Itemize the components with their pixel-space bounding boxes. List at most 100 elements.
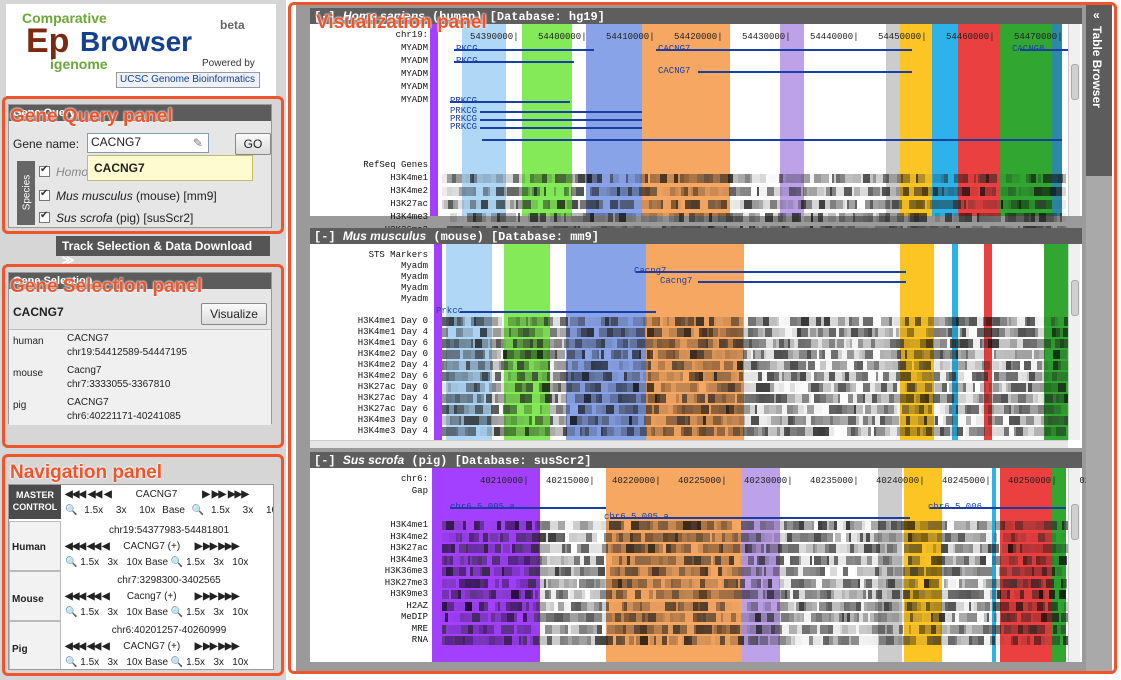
nav-master-zoom[interactable]: 🔍 1.5x 3x 10x Base 🔍 1.5x 3x 10x xyxy=(65,505,273,516)
gene-model[interactable] xyxy=(656,49,912,51)
mouse-panel-title[interactable]: [-] Mus musculus (mouse) [Database: mm9] xyxy=(310,228,1082,244)
ucsc-link[interactable]: UCSC Genome Bioinformatics xyxy=(116,72,260,88)
gene-label[interactable]: PKCG xyxy=(456,44,478,54)
signal-bin xyxy=(464,200,470,209)
signal-bin xyxy=(916,200,923,209)
signal-bin xyxy=(868,187,873,196)
signal-bin xyxy=(807,174,810,183)
human-panel-title[interactable]: [-] Homo sapiens (human) [Database: hg19… xyxy=(310,8,1082,24)
navigation-panel: MASTER CONTROL ◀◀◀ ◀◀ ◀ CACNG7 ▶ ▶▶ ▶▶▶ … xyxy=(8,484,274,670)
signal-bin xyxy=(645,317,647,326)
signal-bin xyxy=(1062,187,1066,196)
signal-bin xyxy=(902,317,905,326)
signal-bin xyxy=(674,213,679,222)
species-checkbox-mouse[interactable]: Mus musculus (mouse) [mm9] xyxy=(39,188,217,203)
nav-human-row[interactable]: ◀◀◀ ◀◀ ◀ CACNG7 (+) ▶ ▶▶ ▶▶▶ xyxy=(65,541,239,552)
nav-pig-loc: chr6:40201257-40260999 xyxy=(111,625,227,636)
signal-bin xyxy=(777,317,779,326)
signal-bin xyxy=(710,187,718,196)
signal-bin xyxy=(882,187,890,196)
signal-bin xyxy=(1038,200,1046,209)
signal-bin xyxy=(631,200,634,209)
human-scrollbar[interactable] xyxy=(1068,24,1080,216)
gs-gene-entry[interactable]: CACNG7 chr6:40221171-40241085 xyxy=(67,397,181,422)
gene-model[interactable] xyxy=(482,139,1062,141)
signal-bin xyxy=(590,213,594,222)
signal-bin xyxy=(654,328,662,337)
track-selection-download-button[interactable]: Track Selection & Data Download ≫ xyxy=(56,236,270,267)
signal-bin xyxy=(805,187,807,196)
signal-bin xyxy=(590,187,592,196)
autocomplete-suggestion[interactable]: CACNG7 xyxy=(87,155,253,181)
signal-bin xyxy=(864,328,868,337)
nav-human-zoom[interactable]: 🔍 1.5x 3x 10x Base 🔍 1.5x 3x 10x xyxy=(65,557,249,568)
gene-label[interactable]: PRKCG xyxy=(450,106,478,116)
signal-bin xyxy=(749,213,755,222)
signal-bin xyxy=(847,350,854,359)
gene-label[interactable]: PRKCG xyxy=(450,122,478,132)
gene-label[interactable]: PRKCG xyxy=(450,96,478,106)
gene-label[interactable]: CACNG7 xyxy=(658,44,691,54)
gene-label[interactable]: CACNG7 xyxy=(658,66,691,76)
nav-pig-row[interactable]: ◀◀◀ ◀◀ ◀ CACNG7 (+) ▶ ▶▶ ▶▶▶ xyxy=(65,641,239,652)
signal-bin xyxy=(916,187,922,196)
gene-model[interactable] xyxy=(450,101,570,103)
gene-label[interactable]: PRKCG xyxy=(450,114,478,124)
signal-bin xyxy=(852,317,859,326)
signal-bin xyxy=(862,350,865,359)
signal-bin xyxy=(626,317,628,326)
signal-bin xyxy=(860,187,868,196)
signal-bin xyxy=(1018,328,1026,337)
gene-model[interactable] xyxy=(1020,49,1068,51)
signal-bin xyxy=(824,187,826,196)
nav-mouse-row[interactable]: ◀◀◀ ◀◀ ◀ Cacng7 (+) ▶ ▶▶ ▶▶▶ xyxy=(65,591,239,602)
signal-bin xyxy=(702,339,706,348)
gene-model[interactable] xyxy=(454,49,594,51)
signal-bin xyxy=(962,187,970,196)
signal-bin xyxy=(548,200,550,209)
signal-bin xyxy=(835,339,837,348)
signal-bin xyxy=(460,350,463,359)
checkbox-icon[interactable] xyxy=(39,164,50,177)
gs-gene-entry[interactable]: Cacng7 chr7:3333055-3367810 xyxy=(67,365,171,390)
gene-label[interactable]: CACNG8 xyxy=(1012,44,1045,54)
signal-bin xyxy=(447,350,452,359)
nav-mouse-zoom[interactable]: 🔍 1.5x 3x 10x Base 🔍 1.5x 3x 10x xyxy=(65,607,249,618)
gene-name-input[interactable]: CACNG7 xyxy=(87,133,209,153)
signal-bin xyxy=(678,174,680,183)
signal-bin xyxy=(554,339,562,348)
nav-master-row[interactable]: ◀◀◀ ◀◀ ◀ CACNG7 ▶ ▶▶ ▶▶▶ xyxy=(65,489,273,500)
gene-model[interactable] xyxy=(480,111,642,113)
gs-gene-entry[interactable]: CACNG7 chr19:54412589-54447195 xyxy=(67,333,188,358)
signal-bin xyxy=(1044,328,1052,337)
signal-bin xyxy=(843,200,845,209)
visualize-button[interactable]: Visualize xyxy=(201,303,267,325)
signal-bin xyxy=(819,200,825,209)
gene-model[interactable] xyxy=(480,119,642,121)
signal-bin xyxy=(704,350,712,359)
nav-pig-zoom[interactable]: 🔍 1.5x 3x 10x Base 🔍 1.5x 3x 10x xyxy=(65,657,249,668)
signal-bin xyxy=(963,174,968,183)
gene-label[interactable]: PKCG xyxy=(456,56,478,66)
signal-bin xyxy=(956,317,959,326)
track-label: Myadm xyxy=(400,272,428,282)
signal-bin xyxy=(1004,350,1010,359)
gene-model[interactable] xyxy=(454,61,574,63)
signal-bin xyxy=(596,339,601,348)
gene-model[interactable] xyxy=(698,71,912,73)
signal-bin xyxy=(675,339,680,348)
checkbox-icon[interactable] xyxy=(39,188,50,201)
signal-bin xyxy=(516,317,520,326)
coordinate-tick: 54410000| xyxy=(606,32,655,42)
checkbox-icon[interactable] xyxy=(39,210,50,223)
signal-bin xyxy=(641,213,645,222)
signal-bin xyxy=(749,339,752,348)
signal-bin xyxy=(453,200,455,209)
signal-bin xyxy=(1031,213,1035,222)
gene-model[interactable] xyxy=(480,127,642,129)
species-checkbox-pig[interactable]: Sus scrofa (pig) [susScr2] xyxy=(39,210,193,225)
signal-bin xyxy=(1017,339,1023,348)
signal-bin xyxy=(628,317,633,326)
signal-bin xyxy=(523,200,531,209)
go-button[interactable]: GO xyxy=(235,133,271,155)
